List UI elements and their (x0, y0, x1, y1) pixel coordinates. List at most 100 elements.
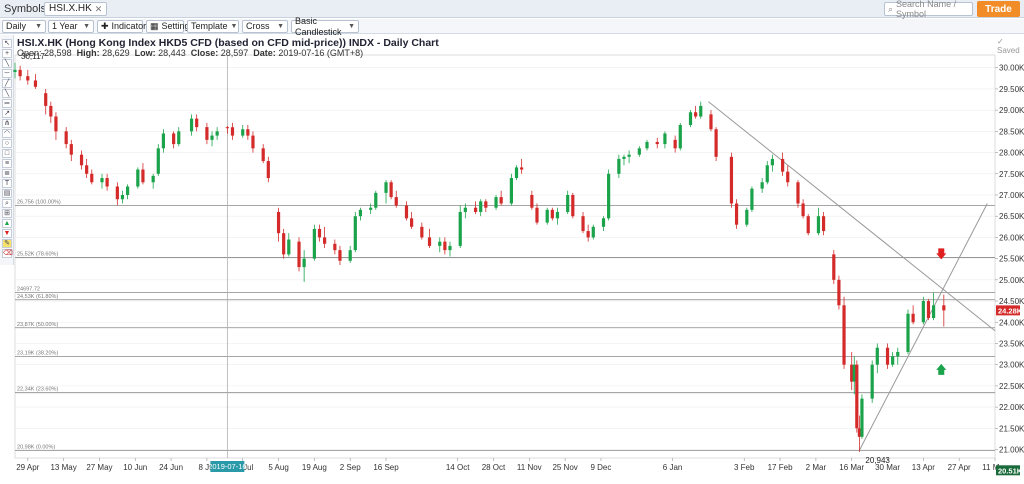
template-value: Template (191, 21, 228, 31)
candle-up (312, 228, 316, 259)
chevron-down-icon: ▼ (83, 23, 90, 30)
x-tick-label: 27 Apr (948, 463, 971, 472)
y-tick-label: 25.00K (999, 276, 1024, 285)
fib-level-label: 20,98K (0.00%) (17, 444, 55, 450)
down-arrow-icon[interactable]: ▼ (2, 229, 12, 238)
candle-down (26, 76, 30, 81)
settings-icon: ▦ (150, 21, 159, 31)
x-tick-label: 17 Feb (768, 463, 793, 472)
timezone: (GMT+8) (326, 48, 364, 58)
candle-down (44, 93, 48, 106)
candle-up (750, 188, 754, 210)
candle-up (891, 356, 895, 365)
trade-button[interactable]: Trade (977, 1, 1020, 17)
interval-select[interactable]: Daily ▼ (2, 20, 46, 33)
candle-up (369, 207, 373, 210)
candle-down (832, 254, 836, 280)
range-select[interactable]: 1 Year ▼ (48, 20, 94, 33)
trendline-icon[interactable]: ╲ (2, 89, 12, 98)
x-tick-label: 2 Sep (340, 463, 361, 472)
close-label: Close: (190, 48, 219, 58)
candle-down (333, 243, 337, 251)
text-icon[interactable]: T (2, 179, 12, 188)
cursor-select[interactable]: Cross ▼ (242, 20, 288, 33)
candle-down (141, 169, 145, 183)
search-input[interactable]: ⌕ Search Name / Symbol (884, 0, 973, 19)
circle-icon[interactable]: ○ (2, 139, 12, 148)
measure-icon[interactable]: ⊞ (2, 209, 12, 218)
candle-down (64, 131, 68, 145)
candle-down (427, 237, 432, 246)
candle-down (473, 207, 478, 212)
x-tick-label: 16 Sep (373, 463, 399, 472)
x-tick-label: 16 Mar (839, 463, 864, 472)
candle-up (852, 364, 856, 382)
candle-up (241, 129, 245, 136)
candle-down (251, 135, 255, 149)
candle-up (302, 258, 306, 268)
candle-up (287, 239, 291, 255)
indicators-button[interactable]: ✚ Indicators (97, 20, 151, 33)
candle-down (85, 165, 89, 174)
zoom-icon[interactable]: ⌕ (2, 199, 12, 208)
high-label: High: (76, 48, 100, 58)
arrow-icon[interactable]: ↗ (2, 109, 12, 118)
fib-icon[interactable]: ≡ (2, 159, 12, 168)
hline-icon[interactable]: ─ (2, 69, 12, 78)
candle-down (389, 182, 393, 198)
x-tick-label: 10 Jun (123, 463, 147, 472)
ray-icon[interactable]: ╱ (2, 79, 12, 88)
settings-label: Settings (161, 21, 195, 31)
arc-icon[interactable]: ◠ (2, 129, 12, 138)
candle-down (317, 228, 322, 238)
line-icon[interactable]: ╲ (2, 59, 12, 68)
crosshair-icon[interactable]: + (2, 49, 12, 58)
pitchfork-icon[interactable]: ⋔ (2, 119, 12, 128)
candle-down (535, 207, 539, 223)
candle-down (394, 197, 398, 206)
y-tick-label: 26.00K (999, 233, 1024, 242)
plot-area (14, 54, 996, 459)
rectangle-icon[interactable]: □ (2, 149, 12, 158)
candle-up (125, 186, 130, 195)
candle-up (921, 301, 925, 323)
highlighter-icon[interactable]: ✎ (2, 239, 12, 248)
y-tick-label: 27.00K (999, 191, 1024, 200)
search-icon: ⌕ (888, 3, 894, 14)
candle-down (79, 154, 84, 166)
cursor-icon[interactable]: ↖ (2, 39, 12, 48)
candle-up (591, 226, 595, 238)
y-tick-label: 27.50K (999, 170, 1024, 179)
candle-up (448, 245, 452, 251)
candle-up (555, 211, 560, 219)
candle-up (161, 133, 166, 149)
candle-up (210, 135, 214, 140)
candle-up (156, 148, 160, 174)
eraser-icon[interactable]: ⌫ (2, 249, 13, 258)
date-value: 2019-07-16 (278, 48, 325, 58)
candle-up (438, 241, 442, 246)
candle-up (509, 178, 513, 204)
candle-down (115, 186, 119, 200)
template-select[interactable]: Template ▼ (187, 20, 239, 33)
candle-up (177, 131, 181, 145)
close-icon[interactable]: ✕ (94, 4, 103, 14)
low-value: 28,443 (158, 48, 186, 58)
chart-style-select[interactable]: Basic Candlestick ▼ (291, 16, 359, 37)
gann-icon[interactable]: ▤ (2, 189, 12, 198)
candle-up (189, 118, 194, 132)
candle-up (348, 250, 352, 261)
up-arrow-icon[interactable]: ▲ (2, 219, 12, 228)
candle-down (420, 226, 424, 238)
candle-up (384, 182, 388, 193)
candle-up (136, 169, 140, 187)
candle-up (566, 194, 570, 212)
symbol-chip[interactable]: HSI.X.HK ✕ (44, 2, 108, 16)
fib-fan-icon[interactable]: ≣ (2, 169, 12, 178)
low-label: Low: (134, 48, 156, 58)
candle-down (90, 173, 94, 183)
channel-icon[interactable]: ═ (2, 99, 12, 108)
settings-button[interactable]: ▦ Settings (146, 20, 194, 33)
candle-down (54, 116, 58, 132)
